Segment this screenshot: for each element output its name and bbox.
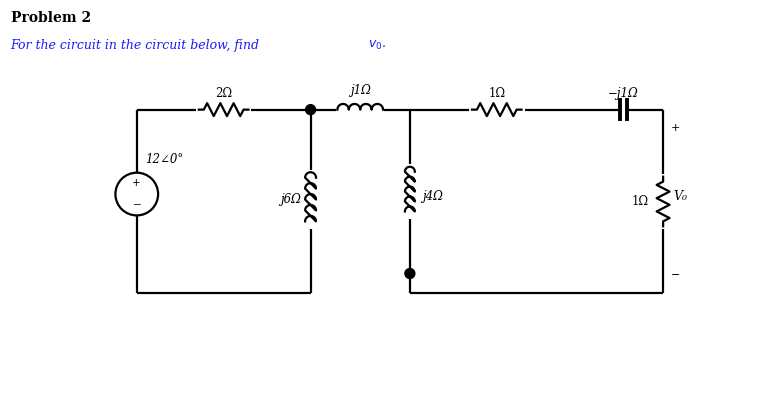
Text: Problem 2: Problem 2 [11, 11, 91, 25]
Text: +: + [132, 179, 141, 188]
Text: $v_0$.: $v_0$. [368, 39, 386, 52]
Text: j1Ω: j1Ω [350, 84, 370, 97]
Circle shape [405, 269, 415, 278]
Text: V₀: V₀ [673, 190, 687, 203]
Text: 2Ω: 2Ω [215, 87, 233, 100]
Text: j6Ω: j6Ω [280, 193, 301, 206]
Text: −j1Ω: −j1Ω [608, 87, 639, 100]
Text: 1Ω: 1Ω [489, 87, 505, 100]
Text: −: − [132, 200, 141, 210]
Text: 1Ω: 1Ω [632, 195, 649, 208]
Text: For the circuit in the circuit below, find: For the circuit in the circuit below, fi… [11, 39, 264, 52]
Circle shape [305, 105, 316, 115]
Text: 12∠0°: 12∠0° [145, 153, 183, 166]
Text: −: − [671, 271, 680, 280]
Text: +: + [671, 122, 680, 133]
Text: j4Ω: j4Ω [422, 190, 442, 203]
